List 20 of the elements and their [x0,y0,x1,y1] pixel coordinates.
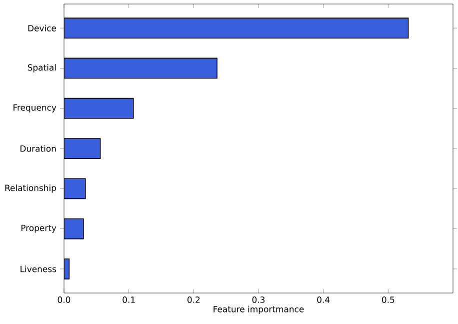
x-tick-label: 0.1 [122,296,135,303]
x-axis-title: Feature importmance [214,306,304,314]
y-tick-label: Relationship [5,184,56,193]
bar [64,218,84,240]
x-tick-label: 0.4 [317,296,330,303]
y-tick-label: Liveness [20,266,56,272]
y-tick-label: Device [28,24,56,32]
y-tick-label: Spatial [28,64,56,72]
x-tick-label: 0.2 [187,296,200,303]
x-tick-label: 0.5 [382,296,394,303]
y-tick-label: Duration [20,145,56,152]
bar [64,98,134,119]
y-tick-label: Property [21,224,56,233]
bar [64,18,409,39]
bar [64,178,86,200]
x-tick-label: 0.0 [58,296,70,303]
x-tick-label: 0.3 [252,296,265,303]
y-tick-label: Frequency [14,104,56,112]
bar [64,58,218,79]
bar [64,138,101,159]
